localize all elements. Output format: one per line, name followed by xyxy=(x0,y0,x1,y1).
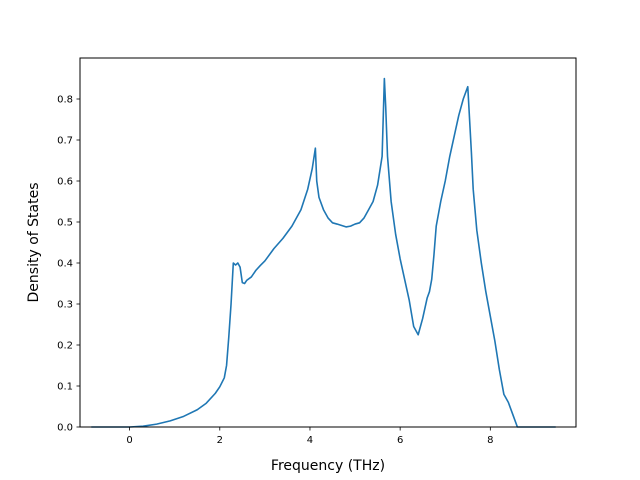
x-tick-label: 8 xyxy=(487,435,493,446)
y-tick-label: 0.7 xyxy=(57,136,73,147)
y-tick-label: 0.3 xyxy=(57,300,73,311)
y-tick-label: 0.6 xyxy=(57,177,73,188)
x-tick-label: 2 xyxy=(217,435,223,446)
y-tick-label: 0.0 xyxy=(57,423,73,434)
series-layer xyxy=(91,77,556,428)
plot-area xyxy=(80,58,576,427)
x-axis-ticks: 0 2 4 6 8 xyxy=(126,427,494,446)
plot-frame xyxy=(79,57,577,428)
y-tick-label: 0.1 xyxy=(57,382,73,393)
y-tick-label: 0.2 xyxy=(57,341,73,352)
x-axis-label: Frequency (THz) xyxy=(271,458,385,474)
y-tick-label: 0.5 xyxy=(57,218,73,229)
y-axis-label: Density of States xyxy=(26,183,42,303)
y-tick-label: 0.8 xyxy=(57,95,73,106)
y-tick-label: 0.4 xyxy=(57,259,73,270)
series-line xyxy=(91,77,556,428)
x-tick-label: 0 xyxy=(126,435,132,446)
x-tick-label: 4 xyxy=(307,435,313,446)
x-tick-label: 6 xyxy=(397,435,403,446)
y-axis-ticks: 0.0 0.1 0.2 0.3 0.4 0.5 0.6 0.7 0.8 xyxy=(57,95,80,434)
